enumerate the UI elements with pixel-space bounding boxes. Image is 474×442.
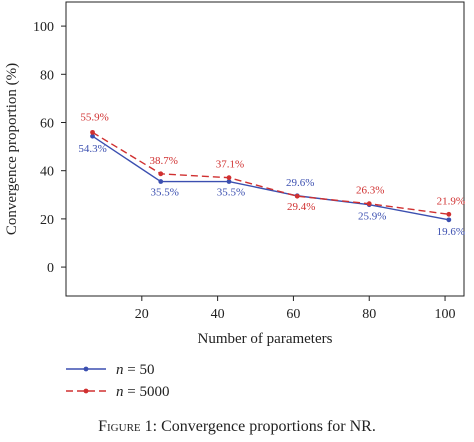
y-tick-label: 80 — [40, 68, 54, 83]
axes: 0 20 40 60 80 100 20 40 60 80 100 Number of paramet… — [4, 1, 465, 347]
y-tick-label: 0 — [47, 261, 54, 276]
series-1-point — [366, 201, 372, 207]
data-labels: 54.3% 35.5% 35.5% 29.6% 25.9% 19.6% 55.9% 38.7%… — [78, 111, 465, 237]
legend-marker-0 — [83, 366, 89, 372]
legend-label-1: n = 5000 — [116, 384, 169, 400]
y-tick-label: 60 — [40, 116, 54, 131]
data-label: 37.1% — [216, 159, 244, 171]
legend-marker-1 — [83, 388, 89, 394]
series-1-point — [226, 175, 232, 181]
data-label: 54.3% — [78, 143, 106, 155]
data-label: 19.6% — [437, 226, 465, 238]
y-tick-label: 40 — [40, 165, 54, 180]
chart: 0 20 40 60 80 100 20 40 60 80 100 Number of paramet… — [4, 1, 465, 400]
series-1-point — [294, 193, 300, 199]
x-tick-label: 60 — [286, 307, 300, 322]
series-line-0 — [92, 135, 449, 221]
series-0-point — [90, 133, 95, 139]
y-tick-label: 100 — [33, 20, 54, 35]
series-0-point — [446, 217, 452, 223]
series-1-point — [158, 171, 164, 177]
series-group — [90, 129, 452, 223]
figure-caption: Figure 1: Convergence proportions for NR… — [0, 418, 474, 436]
data-label: 55.9% — [80, 111, 108, 123]
data-label: 29.6% — [286, 177, 314, 189]
caption-prefix: Figure 1: — [98, 418, 158, 435]
data-label: 26.3% — [356, 185, 384, 197]
series-0-point — [226, 179, 232, 184]
x-tick-label: 20 — [135, 307, 149, 322]
data-label: 35.5% — [151, 187, 179, 199]
legend: n = 50 n = 5000 — [66, 362, 169, 400]
caption-text: Convergence proportions for NR. — [157, 418, 376, 435]
plot-frame — [65, 1, 465, 297]
y-axis-label: Convergence proportion (%) — [4, 63, 20, 235]
x-axis-label: Number of parameters — [198, 331, 333, 347]
x-tick-label: 40 — [211, 307, 225, 322]
data-label: 25.9% — [358, 211, 386, 223]
series-0-point — [158, 179, 164, 184]
x-tick-label: 100 — [435, 307, 456, 322]
data-label: 21.9% — [437, 195, 465, 207]
y-tick-label: 20 — [40, 213, 54, 228]
data-label: 38.7% — [150, 155, 178, 167]
data-label: 29.4% — [287, 201, 315, 213]
series-1-point — [90, 129, 95, 135]
series-line-1 — [92, 131, 449, 216]
series-1-point — [446, 211, 452, 217]
legend-label-0: n = 50 — [116, 362, 154, 378]
data-label: 35.5% — [217, 187, 245, 199]
x-tick-label: 80 — [362, 307, 376, 322]
